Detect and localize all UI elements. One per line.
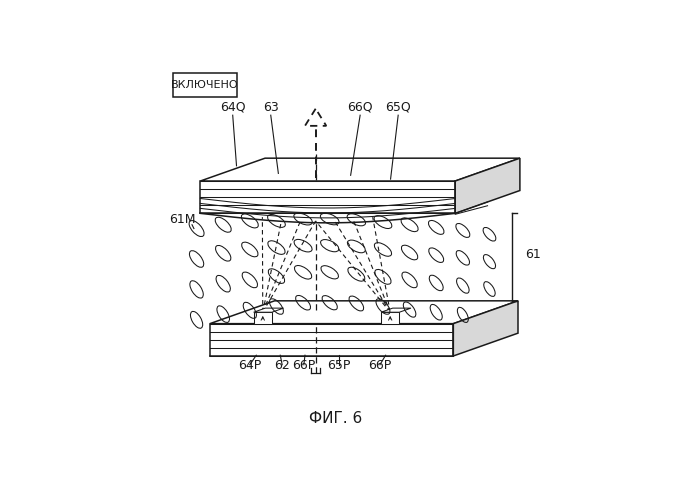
Text: ФИГ. 6: ФИГ. 6: [309, 411, 362, 426]
Text: 61: 61: [526, 248, 541, 261]
Text: 65P: 65P: [328, 359, 351, 372]
Polygon shape: [210, 324, 454, 356]
Polygon shape: [210, 301, 518, 324]
Text: ВКЛЮЧЕНО: ВКЛЮЧЕНО: [171, 80, 238, 90]
Text: 66P: 66P: [292, 359, 315, 372]
FancyBboxPatch shape: [173, 73, 236, 97]
Polygon shape: [381, 308, 411, 312]
Text: 62: 62: [274, 359, 290, 372]
Polygon shape: [381, 312, 399, 324]
Text: 65Q: 65Q: [385, 101, 411, 114]
Text: 66Q: 66Q: [347, 101, 373, 114]
Text: 64P: 64P: [238, 359, 261, 372]
Polygon shape: [201, 181, 455, 213]
Text: 61M: 61M: [169, 213, 196, 226]
Polygon shape: [254, 308, 284, 312]
Polygon shape: [454, 301, 518, 356]
Text: 63: 63: [263, 101, 279, 114]
Polygon shape: [455, 158, 520, 213]
Text: 64Q: 64Q: [220, 101, 245, 114]
Polygon shape: [201, 158, 520, 181]
Polygon shape: [254, 312, 272, 324]
Text: 66P: 66P: [368, 359, 391, 372]
